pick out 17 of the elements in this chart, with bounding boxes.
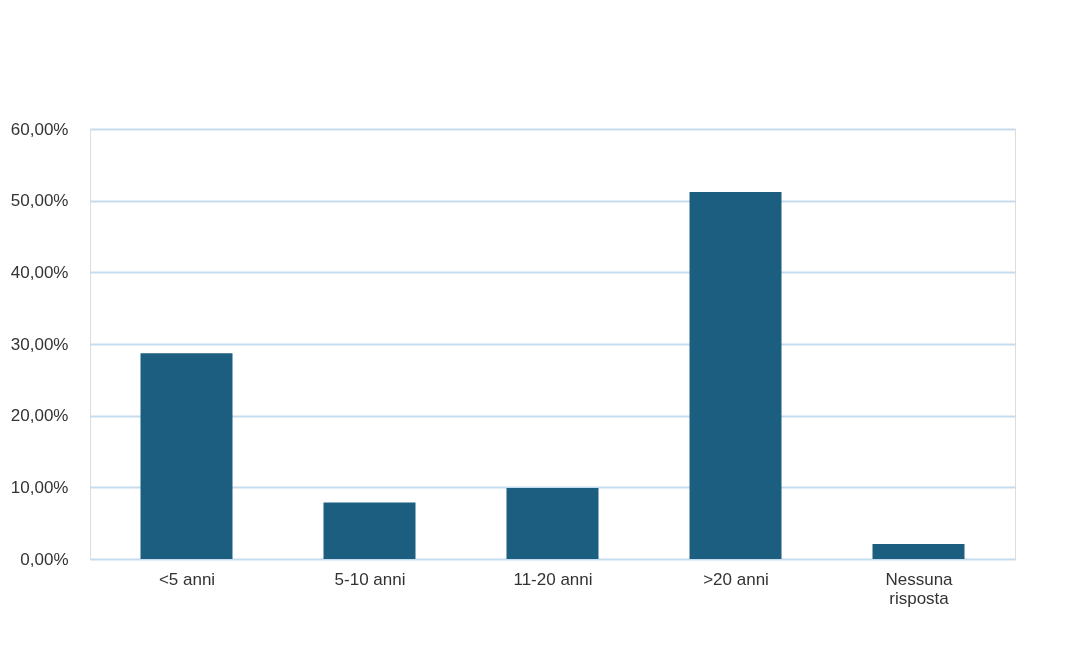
- x-tick-label: <5 anni: [158, 569, 216, 589]
- bar: [872, 543, 965, 559]
- y-tick-label: 20,00%: [10, 406, 69, 426]
- y-tick-label: 30,00%: [10, 334, 69, 354]
- y-tick-label: 60,00%: [10, 119, 69, 139]
- bar: [689, 192, 782, 559]
- bar: [506, 488, 599, 559]
- x-tick-label: >20 anni: [703, 569, 769, 589]
- bar: [140, 353, 233, 559]
- bar: [323, 502, 416, 559]
- x-tick-label: 5-10 anni: [334, 569, 406, 589]
- y-tick-label: 10,00%: [10, 477, 69, 497]
- x-tick-label: 11-20 anni: [513, 569, 593, 589]
- y-tick-label: 40,00%: [10, 262, 69, 282]
- y-tick-label: 50,00%: [10, 191, 69, 211]
- y-tick-label: 0,00%: [20, 549, 69, 569]
- x-tick-label: Nessuna risposta: [885, 569, 954, 608]
